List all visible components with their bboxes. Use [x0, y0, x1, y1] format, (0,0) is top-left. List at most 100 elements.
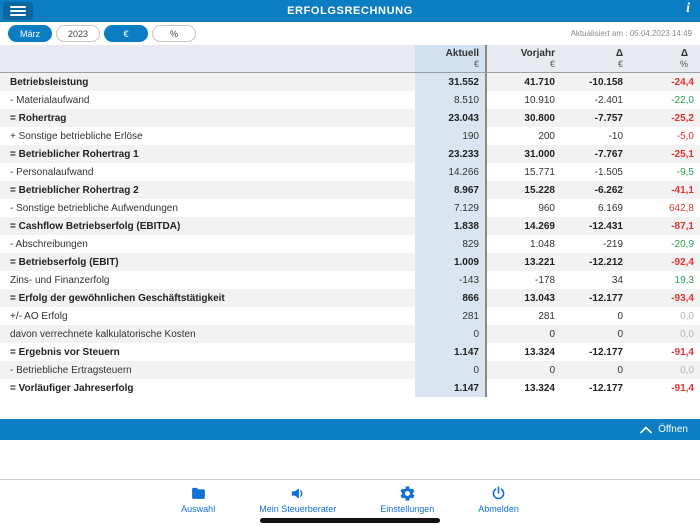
row-value-vorjahr: 30.800 — [524, 112, 555, 124]
row-value-delta-pct: 19,3 — [674, 274, 694, 286]
row-value-aktuell: 14.266 — [415, 163, 487, 181]
row-value-delta-pct: -41,1 — [671, 184, 694, 196]
row-value-aktuell: 190 — [415, 127, 487, 145]
row-label: - Sonstige betriebliche Aufwendungen — [10, 202, 178, 214]
row-value-delta: 0 — [617, 310, 623, 322]
table-row: = Vorläufiger Jahreserfolg 1.147 13.324 … — [0, 379, 700, 397]
row-label: = Betrieblicher Rohertrag 1 — [10, 148, 139, 160]
row-label: - Abschreibungen — [10, 238, 88, 250]
row-value-aktuell: 829 — [415, 235, 487, 253]
gear-icon — [399, 485, 416, 502]
row-value-vorjahr: 15.771 — [524, 166, 555, 178]
row-label: + Sonstige betriebliche Erlöse — [10, 130, 143, 142]
col-unit: % — [679, 59, 688, 70]
tab-mein-steuerberater[interactable]: Mein Steuerberater — [259, 480, 336, 525]
table-row: = Betrieblicher Rohertrag 1 23.233 31.00… — [0, 145, 700, 163]
row-value-aktuell: 23.233 — [415, 145, 487, 163]
row-value-delta-pct: -91,4 — [671, 382, 694, 394]
home-indicator[interactable] — [260, 518, 440, 523]
row-value-delta: -6.262 — [594, 184, 623, 196]
row-label: = Vorläufiger Jahreserfolg — [10, 382, 134, 394]
info-icon[interactable]: i — [686, 1, 690, 16]
updated-timestamp: Aktualisiert am : 05.04.2023 14:49 — [570, 29, 692, 38]
filter-chip-€[interactable]: € — [104, 25, 148, 42]
row-value-delta-pct: -9,5 — [676, 166, 694, 178]
table-header-delta-pct: Δ % — [629, 45, 700, 72]
tab-bar: Auswahl Mein Steuerberater Einstellungen… — [0, 479, 700, 525]
row-value-vorjahr: 0 — [549, 364, 555, 376]
row-value-vorjahr: 13.324 — [524, 382, 555, 394]
row-value-delta: -219 — [602, 238, 623, 250]
row-value-delta-pct: 0,0 — [680, 328, 694, 340]
table-row: Betriebsleistung 31.552 41.710 -10.158 -… — [0, 73, 700, 91]
top-header: ERFOLGSRECHNUNG i — [0, 0, 700, 22]
row-value-aktuell: 0 — [415, 325, 487, 343]
row-value-delta-pct: 0,0 — [680, 364, 694, 376]
row-value-vorjahr: -178 — [534, 274, 555, 286]
tab-label: Abmelden — [478, 504, 519, 514]
expander-bar[interactable]: Öffnen — [0, 419, 700, 440]
row-value-vorjahr: 13.043 — [524, 292, 555, 304]
table-row: davon verrechnete kalkulatorische Kosten… — [0, 325, 700, 343]
row-value-delta: -12.177 — [589, 346, 623, 358]
row-label: = Ergebnis vor Steuern — [10, 346, 120, 358]
row-label: = Rohertrag — [10, 112, 67, 124]
row-value-delta: -7.767 — [594, 148, 623, 160]
row-label: - Betriebliche Ertragsteuern — [10, 364, 132, 376]
row-value-vorjahr: 13.324 — [524, 346, 555, 358]
table-row: - Personalaufwand 14.266 15.771 -1.505 -… — [0, 163, 700, 181]
hamburger-menu-icon[interactable] — [3, 2, 33, 20]
row-value-vorjahr: 1.048 — [529, 238, 555, 250]
row-value-aktuell: 0 — [415, 361, 487, 379]
table-row: = Rohertrag 23.043 30.800 -7.757 -25,2 — [0, 109, 700, 127]
table-header-delta: Δ € — [561, 45, 629, 72]
filter-bar: März 2023 €% Aktualisiert am : 05.04.2023 … — [0, 22, 700, 45]
row-label: davon verrechnete kalkulatorische Kosten — [10, 328, 196, 340]
row-value-delta-pct: -91,4 — [671, 346, 694, 358]
row-label: = Betrieblicher Rohertrag 2 — [10, 184, 139, 196]
row-label: Betriebsleistung — [10, 76, 89, 88]
row-value-aktuell: 866 — [415, 289, 487, 307]
row-value-delta-pct: -93,4 — [671, 292, 694, 304]
filter-chip-2023[interactable]: 2023 — [56, 25, 100, 42]
table-header-vorjahr: Vorjahr € — [487, 45, 561, 72]
table-row: = Betriebserfolg (EBIT) 1.009 13.221 -12… — [0, 253, 700, 271]
table-row: - Sonstige betriebliche Aufwendungen 7.1… — [0, 199, 700, 217]
row-label: = Betriebserfolg (EBIT) — [10, 256, 119, 268]
row-value-delta: 0 — [617, 328, 623, 340]
row-value-vorjahr: 13.221 — [524, 256, 555, 268]
table-body: Betriebsleistung 31.552 41.710 -10.158 -… — [0, 73, 700, 397]
row-value-delta-pct: -25,2 — [671, 112, 694, 124]
table-row: - Materialaufwand 8.510 10.910 -2.401 -2… — [0, 91, 700, 109]
tab-abmelden[interactable]: Abmelden — [478, 480, 519, 525]
table-row: = Ergebnis vor Steuern 1.147 13.324 -12.… — [0, 343, 700, 361]
col-title: Δ — [615, 47, 623, 59]
row-value-delta-pct: -5,0 — [676, 130, 694, 142]
page-title: ERFOLGSRECHNUNG — [287, 5, 413, 17]
row-value-delta: -12.431 — [589, 220, 623, 232]
row-label: = Erfolg der gewöhnlichen Geschäftstätig… — [10, 292, 225, 304]
row-value-aktuell: 1.009 — [415, 253, 487, 271]
row-value-vorjahr: 41.710 — [524, 76, 555, 88]
row-value-delta: -12.212 — [589, 256, 623, 268]
row-value-vorjahr: 10.910 — [524, 94, 555, 106]
row-value-delta: 0 — [617, 364, 623, 376]
row-value-delta: 6.169 — [597, 202, 623, 214]
tab-auswahl[interactable]: Auswahl — [181, 480, 215, 525]
filter-chip-März[interactable]: März — [8, 25, 52, 42]
tab-einstellungen[interactable]: Einstellungen — [380, 480, 434, 525]
table-row: = Cashflow Betriebserfolg (EBITDA) 1.838… — [0, 217, 700, 235]
row-value-delta-pct: -87,1 — [671, 220, 694, 232]
row-value-aktuell: 1.838 — [415, 217, 487, 235]
row-value-delta: -1.505 — [594, 166, 623, 178]
row-label: +/- AO Erfolg — [10, 310, 68, 322]
col-unit: € — [549, 59, 555, 70]
content-area — [0, 440, 700, 479]
table-row: + Sonstige betriebliche Erlöse 190 200 -… — [0, 127, 700, 145]
row-label: - Personalaufwand — [10, 166, 94, 178]
col-title: Aktuell — [445, 47, 479, 59]
filter-chip-%[interactable]: % — [152, 25, 196, 42]
chevron-up-icon — [640, 426, 652, 434]
row-value-vorjahr: 200 — [538, 130, 555, 142]
row-value-delta: -12.177 — [589, 292, 623, 304]
